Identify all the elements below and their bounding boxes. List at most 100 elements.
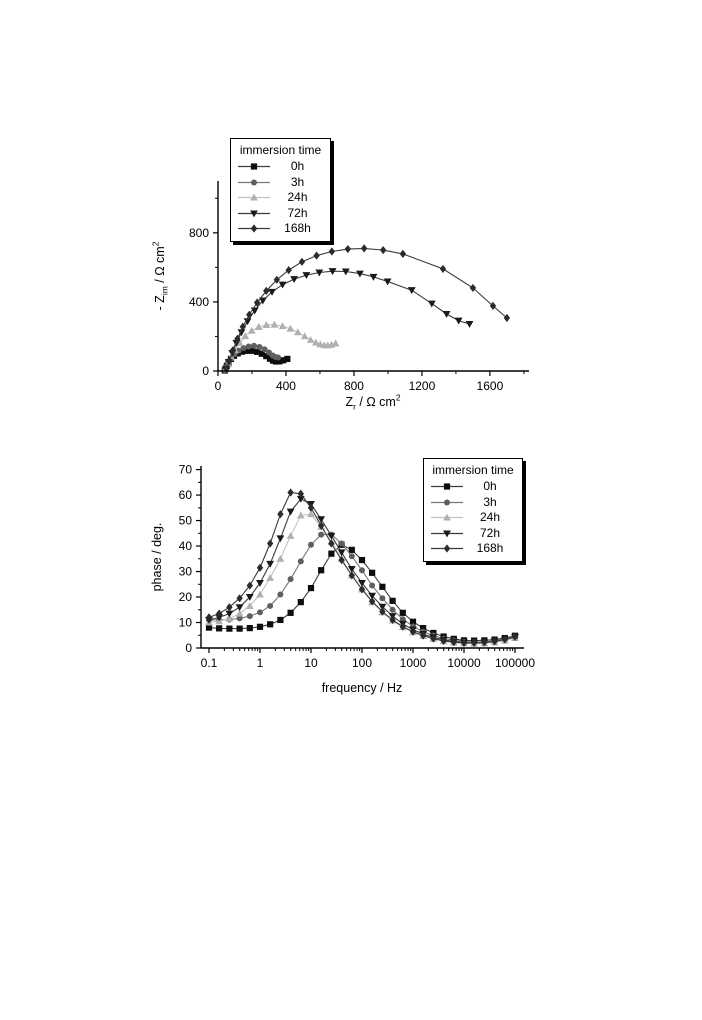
series-0h-square-marker-icon <box>236 625 243 632</box>
legend-entry-3h: 3h <box>430 495 516 511</box>
y-tick-label: 0 <box>185 641 192 655</box>
series-24h-triangle-up-marker-icon <box>306 336 315 343</box>
series-72h-triangle-down-marker-icon <box>442 311 451 318</box>
x-tick-label: 10000 <box>447 656 481 670</box>
series-72h-triangle-down-marker-icon <box>237 329 246 337</box>
x-tick-label: 400 <box>276 379 296 393</box>
series-168h-diamond-marker-icon <box>273 275 281 284</box>
bode-legend: immersion time 0h 3h 24h 72h 168h <box>423 458 523 562</box>
legend-entry-0h: 0h <box>430 479 516 495</box>
series-24h-triangle-up-marker-icon <box>296 511 305 519</box>
series-72h-triangle-down-marker-icon <box>317 516 326 524</box>
series-72h-triangle-down-marker-icon <box>378 603 387 611</box>
series-0h-square-marker-icon <box>348 546 355 553</box>
series-0h-square-marker-icon <box>328 550 335 557</box>
series-168h-diamond-marker-icon <box>297 489 305 498</box>
y-tick-label: 40 <box>179 539 193 553</box>
series-0h-square-marker-icon <box>287 609 294 616</box>
legend-sample-3h <box>238 179 270 186</box>
series-0h-square-marker-icon <box>263 353 270 360</box>
series-0h-square-marker-icon <box>276 358 283 365</box>
series-24h-triangle-up-marker-icon <box>254 323 263 330</box>
series-0h-square-marker-icon <box>248 347 256 354</box>
series-24h-triangle-up-marker-icon <box>247 326 256 334</box>
series-168h-diamond-marker-icon <box>317 521 325 530</box>
series-0h-square-marker-icon <box>239 348 246 355</box>
series-3h-circle-marker-icon <box>308 541 314 548</box>
legend-sample-3h <box>431 499 463 506</box>
series-24h-triangle-up-marker-icon <box>256 590 264 598</box>
series-0h-square-marker-icon <box>277 616 284 624</box>
series-3h-circle-marker-icon <box>297 558 304 565</box>
series-72h-triangle-down-marker-icon <box>290 276 299 284</box>
series-3h-circle-marker-icon <box>236 615 243 622</box>
series-168h-diamond-marker-icon <box>226 603 233 612</box>
bode-legend-entries: 0h 3h 24h 72h 168h <box>430 479 516 557</box>
series-72h-triangle-down-marker-icon <box>427 300 436 308</box>
series-72h-triangle-down-marker-icon <box>465 321 474 328</box>
series-168h-diamond-marker-icon <box>481 638 488 647</box>
series-0h-square-marker-icon <box>205 624 213 631</box>
series-0h-square-marker-icon <box>358 556 366 564</box>
x-axis-title: Zr / Ω cm2 <box>345 393 400 412</box>
series-168h-diamond-marker-icon <box>215 609 223 618</box>
series-168h-diamond-marker-icon <box>328 539 335 548</box>
series-24h-triangle-up-marker-icon <box>286 324 295 332</box>
bode-phase-plot: 0.1 1 10 100 1000 10000 100000 0 10 20 30 40 50 60 70 f… <box>150 463 535 695</box>
series-24h-triangle-up-marker-icon <box>262 321 271 329</box>
series-72h-triangle-down-marker-icon <box>337 549 346 557</box>
series-168h-diamond-marker-icon <box>328 247 336 256</box>
legend-entry-24h: 24h <box>237 190 324 206</box>
legend-entry-168h: 168h <box>430 541 516 557</box>
series-168h-diamond-marker-icon <box>501 635 509 644</box>
legend-label: 72h <box>479 525 501 540</box>
triangle-down-marker-icon <box>443 530 451 538</box>
series-168h-diamond-marker-icon <box>409 627 417 636</box>
series-3h-circle-marker-icon <box>251 342 258 349</box>
series-168h-diamond-marker-icon <box>358 585 366 594</box>
legend-label: 24h <box>287 190 308 205</box>
series-0h-square-marker-icon <box>318 567 325 574</box>
series-0h-square-marker-icon <box>389 597 396 604</box>
series-168h-diamond-marker-icon <box>246 581 254 590</box>
series-0h-square-marker-icon <box>253 348 261 355</box>
series-168h-diamond-marker-icon <box>263 286 270 295</box>
series-72h-triangle-down-marker-icon <box>235 604 244 612</box>
series-168h-diamond-marker-icon <box>246 310 253 319</box>
series-168h-diamond-marker-icon <box>511 632 519 641</box>
series-168h-diamond-marker-icon <box>368 597 376 606</box>
series-3h-circle-marker-icon <box>277 591 284 598</box>
legend-label: 0h <box>483 479 497 494</box>
square-marker-icon <box>250 163 258 170</box>
legend-label: 3h <box>483 494 497 509</box>
series-3h-circle-marker-icon <box>369 582 376 589</box>
legend-label: 168h <box>476 541 504 556</box>
legend-entry-24h: 24h <box>430 510 516 526</box>
series-168h-diamond-marker-icon <box>277 510 284 519</box>
x-tick-label: 0.1 <box>201 656 218 670</box>
legend-label: 72h <box>287 205 308 220</box>
series-168h-diamond-marker-icon <box>379 607 386 616</box>
series-168h-diamond-marker-icon <box>298 257 306 266</box>
y-tick-label: 50 <box>179 514 193 528</box>
series-0h-square-marker-icon <box>379 583 386 590</box>
series-24h-triangle-up-marker-icon <box>286 531 295 539</box>
series-72h-triangle-down-marker-icon <box>454 317 463 325</box>
series-72h-triangle-down-marker-icon <box>383 278 392 286</box>
nyquist-legend: immersion time 0h 3h 24h 72h 168h <box>230 138 331 242</box>
series-24h-triangle-up-marker-icon <box>311 338 320 346</box>
series-24h-triangle-up-marker-icon <box>278 322 287 330</box>
legend-entry-168h: 168h <box>237 221 324 237</box>
series-72h-triangle-down-marker-icon <box>256 580 264 587</box>
series-3h-circle-marker-icon <box>338 540 345 547</box>
series-168h-diamond-marker-icon <box>226 356 233 365</box>
series-24h-triangle-up-marker-icon <box>293 328 302 336</box>
series-72h-triangle-down-marker-icon <box>358 580 366 587</box>
legend-sample-24h <box>431 513 463 521</box>
legend-label: 3h <box>290 174 305 189</box>
series-168h-diamond-marker-icon <box>205 613 213 622</box>
series-3h-circle-marker-icon <box>256 343 263 350</box>
series-24h-triangle-up-marker-icon <box>235 609 244 617</box>
y-tick-label: 70 <box>179 463 193 477</box>
